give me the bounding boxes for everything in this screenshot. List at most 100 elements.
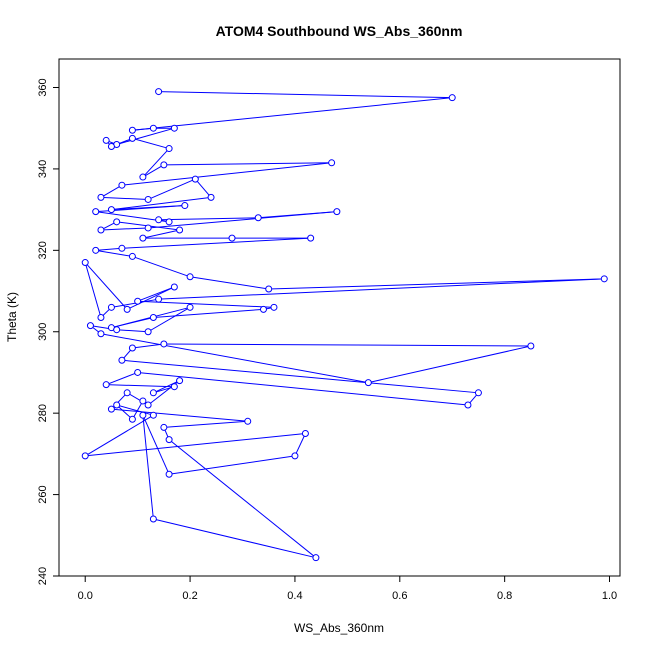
data-point xyxy=(139,397,147,405)
series-segment xyxy=(158,278,605,300)
data-point xyxy=(149,411,157,419)
y-tick-label: 240 xyxy=(37,567,49,585)
data-point xyxy=(176,226,184,234)
data-point xyxy=(81,452,89,460)
series-segment xyxy=(131,400,144,420)
series-segment xyxy=(132,255,191,278)
data-point xyxy=(92,246,100,254)
series-points xyxy=(81,88,608,562)
series-segment xyxy=(158,217,259,221)
data-point xyxy=(102,381,110,389)
data-point xyxy=(170,283,178,291)
data-point xyxy=(228,234,236,242)
series-segment xyxy=(121,237,311,249)
data-point xyxy=(144,195,152,203)
data-point xyxy=(107,206,115,214)
data-point xyxy=(527,342,535,350)
data-point xyxy=(165,145,173,153)
series-segment xyxy=(168,439,317,559)
data-point xyxy=(328,159,336,167)
data-point xyxy=(81,259,89,267)
data-point xyxy=(176,377,184,385)
data-point xyxy=(144,401,152,409)
data-point xyxy=(307,234,315,242)
data-point xyxy=(186,273,194,281)
y-tick-label: 260 xyxy=(37,485,49,503)
data-point xyxy=(149,314,157,321)
x-tick-label: 0.0 xyxy=(78,590,93,602)
series-segment xyxy=(163,343,531,347)
series-segment xyxy=(294,433,306,457)
series-segment xyxy=(100,184,123,198)
data-point xyxy=(170,383,178,391)
data-point xyxy=(270,303,278,311)
data-point xyxy=(128,415,136,423)
data-point xyxy=(312,554,320,562)
data-point xyxy=(165,436,173,444)
x-tick-label: 0.8 xyxy=(497,590,512,602)
series-line xyxy=(84,91,605,559)
data-point xyxy=(600,275,608,283)
series-segment xyxy=(84,262,102,318)
series-segment xyxy=(147,178,196,200)
data-point xyxy=(149,389,157,397)
series-segment xyxy=(95,249,133,257)
data-point xyxy=(123,305,131,313)
data-point xyxy=(259,305,267,313)
data-point xyxy=(265,285,273,293)
data-point xyxy=(128,126,136,134)
series-segment xyxy=(147,306,191,333)
data-point xyxy=(113,218,121,226)
data-point xyxy=(97,193,105,201)
series-segment xyxy=(268,278,605,290)
data-point xyxy=(123,389,131,397)
series-segment xyxy=(84,414,154,457)
data-point xyxy=(186,303,194,311)
data-point xyxy=(134,297,142,305)
series-segment xyxy=(194,178,212,198)
series-segment xyxy=(132,343,164,349)
series-segment xyxy=(137,286,175,302)
x-tick-label: 0.6 xyxy=(392,590,407,602)
data-point xyxy=(86,322,94,330)
series-segment xyxy=(137,300,274,308)
data-point xyxy=(155,88,163,96)
series-segment xyxy=(142,415,154,520)
series-segment xyxy=(163,420,248,428)
series-segment xyxy=(153,380,180,394)
series-segment xyxy=(158,91,453,99)
series-segment xyxy=(121,359,479,394)
series-segment xyxy=(142,164,165,178)
data-point xyxy=(139,173,147,181)
series-segment xyxy=(85,433,306,457)
y-tick-label: 320 xyxy=(37,241,49,259)
series-segment xyxy=(132,97,453,131)
data-point xyxy=(207,193,215,201)
data-point xyxy=(118,244,126,252)
series-segment xyxy=(142,229,180,239)
data-point xyxy=(134,368,142,376)
data-point xyxy=(364,379,372,387)
data-point xyxy=(155,295,163,303)
data-point xyxy=(448,94,456,102)
series-segment xyxy=(95,247,122,251)
x-tick-label: 1.0 xyxy=(602,590,617,602)
series-segment xyxy=(126,286,175,310)
data-point xyxy=(181,202,189,210)
data-point xyxy=(144,224,152,232)
data-point xyxy=(139,411,147,419)
data-point xyxy=(113,326,121,334)
y-tick-label: 300 xyxy=(37,323,49,341)
data-point xyxy=(97,314,105,321)
series-segment xyxy=(84,262,128,310)
x-tick-label: 0.4 xyxy=(287,590,302,602)
series-segment xyxy=(132,127,154,131)
series-segment xyxy=(111,408,248,422)
series-segment xyxy=(153,518,317,559)
data-point xyxy=(144,328,152,336)
y-tick-label: 360 xyxy=(37,78,49,96)
series-segment xyxy=(100,196,149,200)
x-axis: 0.0 0.2 0.4 0.6 0.8 1.0 xyxy=(78,575,617,602)
data-point xyxy=(301,430,309,438)
